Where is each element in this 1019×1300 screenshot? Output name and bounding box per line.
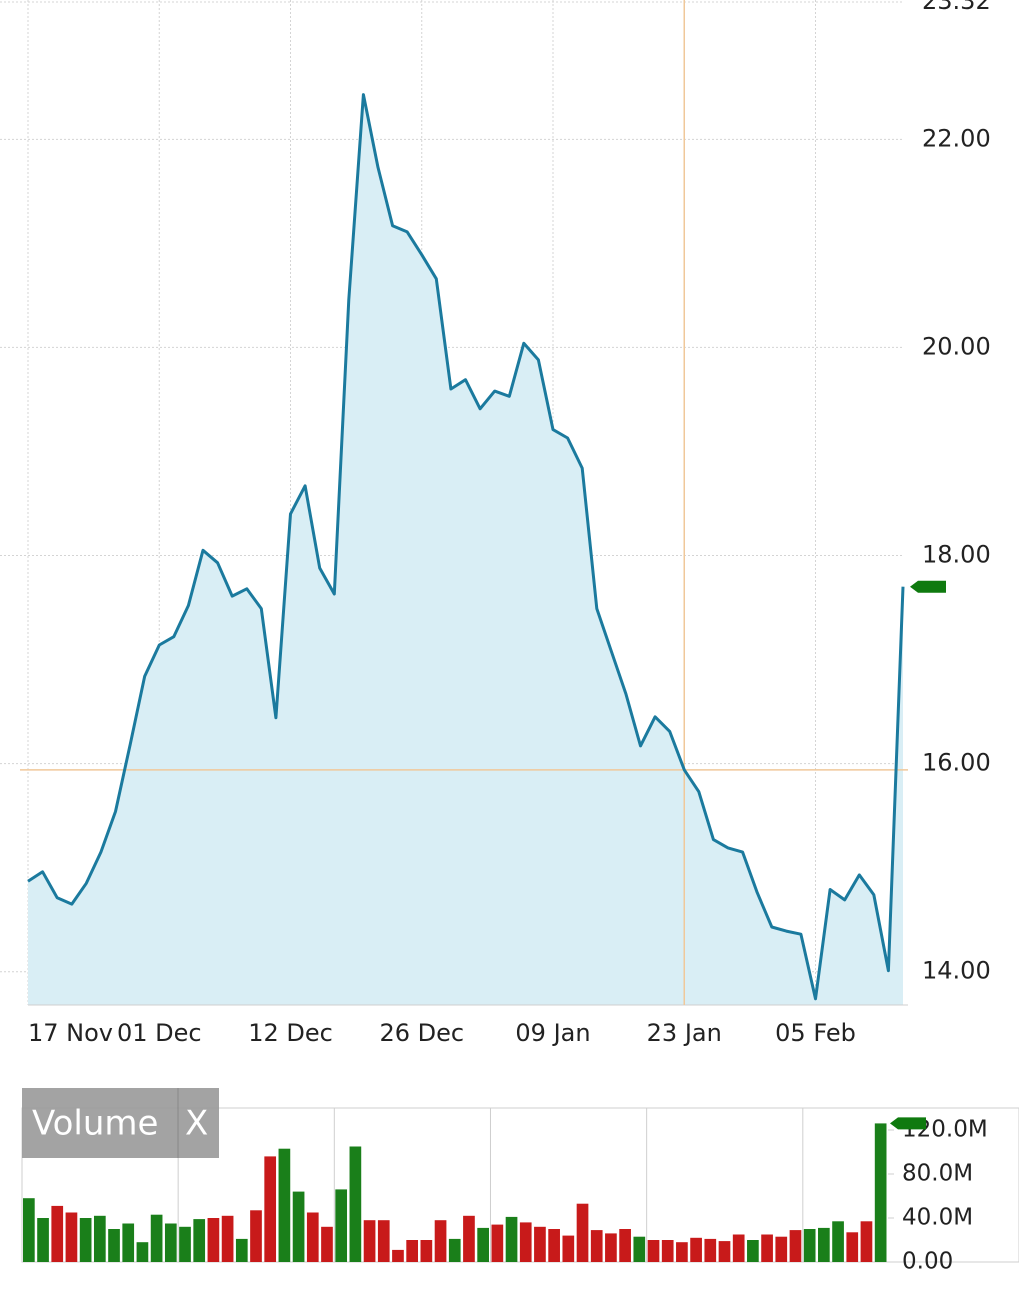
volume-bar bbox=[23, 1198, 35, 1262]
x-tick-label: 01 Dec bbox=[117, 1019, 202, 1047]
volume-bar bbox=[335, 1189, 348, 1262]
volume-bar bbox=[193, 1219, 206, 1262]
volume-bar bbox=[747, 1240, 759, 1262]
volume-bar bbox=[576, 1203, 589, 1262]
remove-button[interactable]: X bbox=[185, 1104, 208, 1144]
volume-title: Volume bbox=[32, 1104, 158, 1144]
volume-bar bbox=[207, 1218, 220, 1262]
volume-bar bbox=[846, 1232, 859, 1262]
volume-bar bbox=[590, 1230, 603, 1262]
y-tick-label: 22.00 bbox=[922, 124, 991, 152]
y-tick-label: 0.00 bbox=[902, 1249, 953, 1275]
y-tick-label: 14.00 bbox=[922, 957, 991, 985]
x-tick-label: 23 Jan bbox=[647, 1019, 722, 1047]
x-tick-label: 12 Dec bbox=[248, 1019, 333, 1047]
volume-bar bbox=[164, 1223, 177, 1262]
volume-bar bbox=[463, 1215, 475, 1262]
y-tick-label: 80.0M bbox=[902, 1161, 973, 1187]
volume-bar bbox=[448, 1238, 461, 1262]
volume-bar bbox=[221, 1215, 234, 1262]
x-tick-label: 26 Dec bbox=[379, 1019, 464, 1047]
volume-bar bbox=[477, 1227, 489, 1262]
volume-bar bbox=[619, 1229, 631, 1262]
volume-bar bbox=[519, 1222, 532, 1262]
volume-bar bbox=[264, 1156, 277, 1262]
volume-bar bbox=[605, 1233, 617, 1262]
y-tick-label: 23.32 bbox=[922, 0, 991, 15]
last-volume-marker bbox=[890, 1117, 926, 1130]
volume-bar bbox=[690, 1237, 702, 1262]
volume-bar bbox=[321, 1226, 333, 1262]
volume-bar bbox=[704, 1238, 717, 1262]
volume-bar bbox=[51, 1205, 64, 1262]
volume-bar bbox=[136, 1242, 149, 1262]
volume-bar bbox=[122, 1223, 135, 1262]
volume-bar bbox=[363, 1220, 376, 1262]
volume-bar bbox=[789, 1230, 802, 1262]
volume-badge bbox=[22, 1088, 219, 1158]
volume-bar bbox=[548, 1229, 560, 1262]
volume-bar bbox=[349, 1146, 362, 1262]
volume-bar bbox=[775, 1236, 788, 1262]
x-tick-label: 09 Jan bbox=[515, 1019, 590, 1047]
volume-bar bbox=[377, 1220, 390, 1262]
last-price-marker bbox=[910, 580, 946, 593]
volume-bar bbox=[562, 1235, 575, 1262]
y-tick-label: 18.00 bbox=[922, 541, 991, 569]
price-line bbox=[27, 93, 905, 1001]
volume-bar bbox=[647, 1240, 660, 1262]
volume-bar bbox=[874, 1123, 887, 1262]
volume-bar bbox=[392, 1249, 404, 1262]
volume-bar bbox=[108, 1229, 120, 1262]
volume-bar bbox=[761, 1234, 773, 1262]
volume-bar bbox=[93, 1215, 106, 1262]
volume-bar bbox=[79, 1218, 92, 1262]
x-tick-label: 05 Feb bbox=[775, 1019, 856, 1047]
y-tick-label: 16.00 bbox=[922, 749, 991, 777]
volume-bar bbox=[235, 1238, 248, 1262]
volume-bar bbox=[250, 1210, 262, 1262]
volume-bar bbox=[661, 1240, 674, 1262]
y-tick-label: 20.00 bbox=[922, 332, 991, 360]
volume-bar bbox=[179, 1226, 191, 1262]
volume-bar bbox=[420, 1240, 433, 1262]
volume-bar bbox=[718, 1241, 731, 1262]
volume-bar bbox=[37, 1218, 49, 1262]
x-tick-label: 17 Nov bbox=[28, 1019, 113, 1047]
volume-bar bbox=[803, 1229, 816, 1262]
y-tick-label: 40.0M bbox=[902, 1205, 973, 1231]
volume-bar bbox=[491, 1224, 504, 1262]
volume-bar bbox=[150, 1214, 163, 1262]
volume-bar bbox=[633, 1236, 646, 1262]
volume-bar bbox=[832, 1221, 844, 1262]
volume-bar bbox=[860, 1221, 873, 1262]
volume-bar bbox=[534, 1226, 546, 1262]
volume-bar bbox=[278, 1148, 291, 1262]
volume-bar bbox=[505, 1216, 518, 1262]
volume-bar bbox=[818, 1227, 830, 1262]
volume-bar bbox=[406, 1240, 419, 1262]
volume-bar bbox=[434, 1220, 447, 1262]
volume-bar bbox=[732, 1234, 745, 1262]
volume-bar bbox=[65, 1212, 78, 1262]
volume-bar bbox=[292, 1191, 305, 1262]
volume-bar bbox=[676, 1242, 688, 1262]
volume-bar bbox=[306, 1212, 319, 1262]
